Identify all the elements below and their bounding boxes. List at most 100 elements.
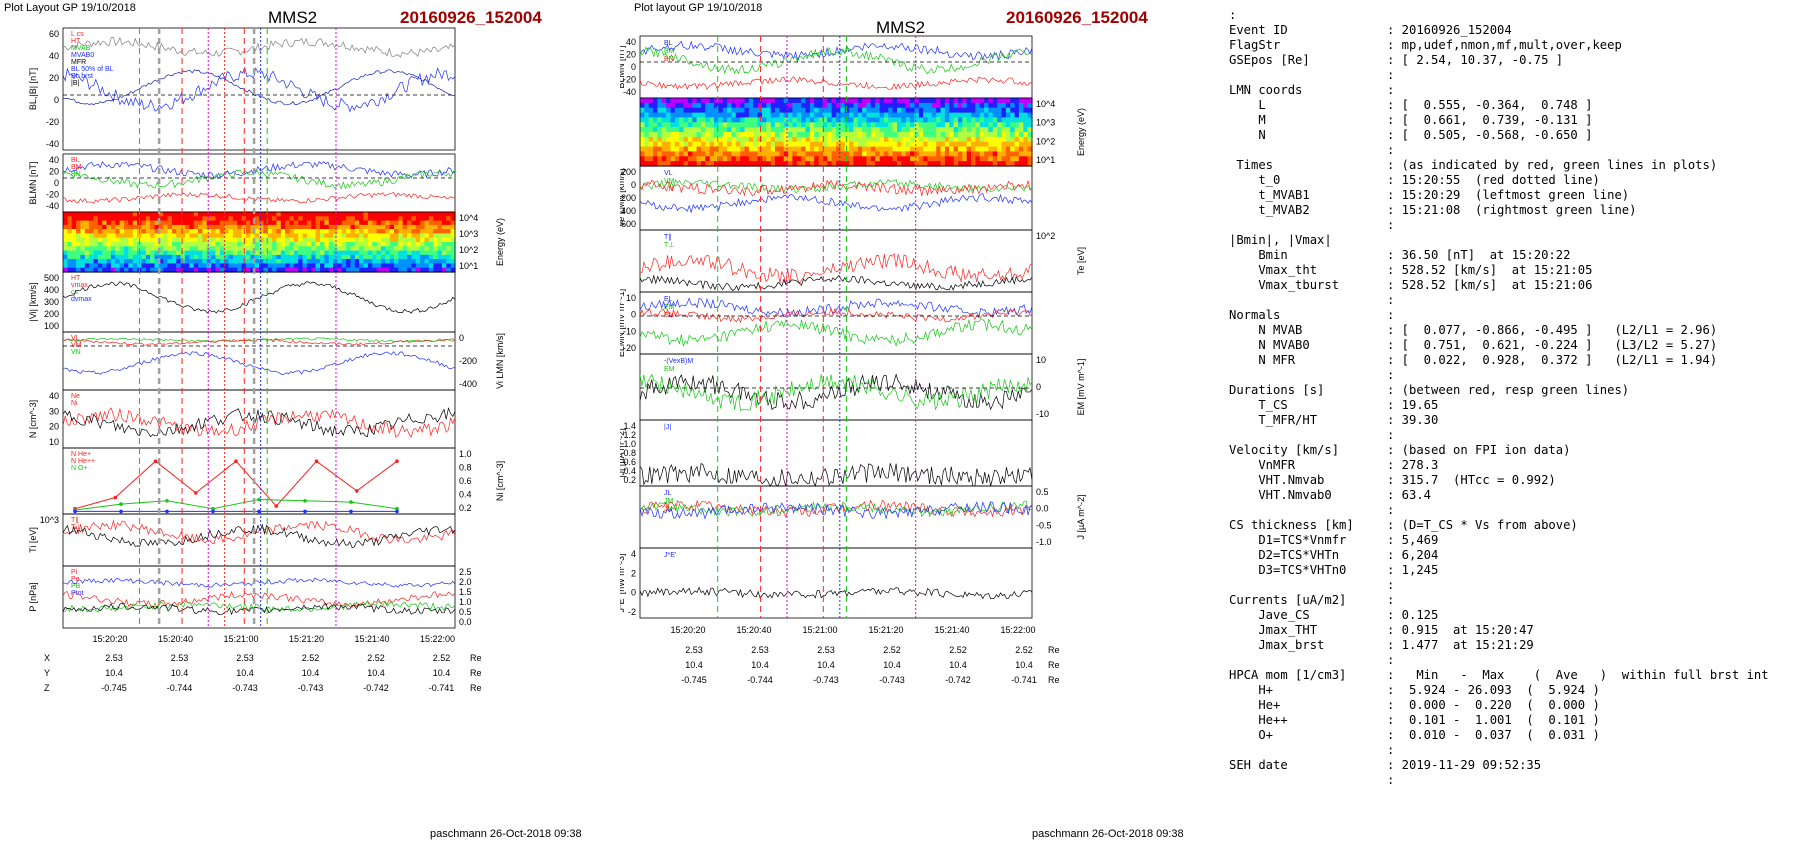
spectrogram-cell	[918, 112, 924, 119]
spectrogram-cell	[245, 229, 251, 234]
position-value: 10.4	[817, 660, 835, 670]
spectrogram-cell	[944, 132, 950, 138]
spectrogram-cell	[324, 267, 330, 273]
spectrogram-cell	[766, 117, 772, 123]
spectrogram-cell	[818, 146, 824, 153]
spectrogram-cell	[814, 107, 820, 114]
panel-y-tick: -200	[459, 356, 477, 366]
spectrogram-cell	[674, 98, 680, 104]
spectrogram-cell	[285, 233, 291, 239]
spectrogram-cell	[337, 263, 343, 269]
spectrogram-cell	[914, 161, 920, 167]
spectrogram-cell	[176, 254, 182, 260]
spectrogram-cell	[748, 151, 754, 157]
spectrogram-cell	[762, 156, 767, 162]
spectrogram-cell	[102, 216, 108, 222]
spectrogram-cell	[367, 254, 373, 260]
spectrogram-cell	[263, 220, 269, 226]
spectrogram-cell	[796, 107, 802, 114]
spectrogram-cell	[809, 112, 815, 119]
spectrogram-cell	[940, 146, 946, 153]
spectrogram-cell	[992, 102, 998, 109]
spectrogram-cell	[640, 107, 645, 114]
spectrogram-cell	[709, 141, 715, 148]
spectrogram-cell	[731, 146, 737, 153]
spectrogram-cell	[394, 267, 399, 273]
spectrogram-cell	[792, 102, 798, 109]
spectrogram-cell	[735, 151, 741, 157]
spectrogram-cell	[394, 254, 399, 260]
spectrogram-cell	[696, 122, 702, 128]
spectrogram-cell	[328, 254, 334, 260]
spectrogram-cell	[411, 233, 417, 239]
spectrogram-cell	[407, 233, 413, 239]
spectrogram-cell	[971, 112, 976, 119]
spectrogram-cell	[206, 254, 212, 260]
spectrogram-cell	[862, 102, 868, 109]
spectrogram-cell	[407, 246, 413, 252]
spectrogram-cell	[879, 151, 885, 157]
spectrogram-cell	[237, 254, 243, 260]
spectrogram-cell	[875, 161, 881, 167]
spectrogram-cell	[254, 224, 260, 230]
info-row: t_0: 15:20:55 (red dotted line)	[1229, 173, 1799, 188]
spectrogram-cell	[180, 233, 186, 239]
spectrogram-cell	[648, 98, 654, 104]
spectrogram-cell	[333, 220, 338, 226]
spectrogram-cell	[640, 132, 645, 138]
spectrogram-cell	[446, 254, 452, 260]
spectrogram-cell	[692, 141, 698, 148]
spectrogram-cell	[363, 263, 369, 269]
spectrogram-cell	[394, 246, 399, 252]
spectrogram-cell	[324, 224, 330, 230]
spectrogram-cell	[341, 220, 347, 226]
spectrogram-cell	[93, 246, 99, 252]
position-value: 2.52	[302, 653, 320, 663]
info-row: :	[1229, 428, 1799, 443]
spectrogram-cell	[905, 122, 911, 128]
spectrogram-cell	[709, 107, 715, 114]
spectrogram-cell	[979, 151, 985, 157]
spectrogram-cell	[796, 132, 802, 138]
info-value: :	[1387, 593, 1395, 607]
spectrogram-cell	[687, 102, 693, 109]
info-row: :	[1229, 578, 1799, 593]
spectrogram-cell	[84, 220, 90, 226]
spectrogram-cell	[115, 216, 121, 222]
spectrogram-cell	[1023, 146, 1029, 153]
spectrogram-cell	[958, 122, 963, 128]
series-line	[639, 274, 1033, 292]
spectrogram-cell	[958, 107, 963, 114]
info-key: Vmax_tht	[1229, 263, 1318, 277]
spectrogram-cell	[735, 112, 741, 119]
spectrogram-cell	[424, 224, 430, 230]
spectrogram-cell	[953, 102, 959, 109]
info-row: FlagStr: mp,udef,nmon,mf,mult,over,keep	[1229, 38, 1799, 53]
spectrogram-cell	[722, 98, 728, 104]
spectrogram-cell	[940, 102, 946, 109]
spectrogram-cell	[857, 156, 863, 162]
spectrogram-cell	[748, 112, 754, 119]
spectrogram-cell	[727, 117, 733, 123]
spectrogram-cell	[263, 237, 269, 243]
info-key: t_MVAB1	[1229, 188, 1310, 202]
spectrogram-cell	[792, 141, 798, 148]
spectrogram-cell	[346, 254, 352, 260]
info-key: VHT.Nmvab	[1229, 473, 1325, 487]
spectrogram-cell	[71, 267, 77, 273]
spectrogram-cell	[879, 107, 885, 114]
spectrogram-cell	[653, 136, 659, 143]
spectrogram-cell	[683, 146, 689, 153]
panel-y-tick: 0.5	[1036, 487, 1049, 497]
spectrogram-cell	[97, 254, 103, 260]
spectrogram-cell	[376, 229, 382, 234]
spectrogram-cell	[171, 237, 177, 243]
spectrogram-cell	[927, 98, 933, 104]
info-value: : 1,245	[1387, 563, 1439, 577]
spectrogram-cell	[1010, 127, 1016, 133]
spectrogram-cell	[276, 250, 282, 256]
spectrogram-cell	[106, 212, 112, 217]
spectrogram-cell	[411, 263, 417, 269]
info-key: D2=TCS*VHTn	[1229, 548, 1340, 562]
